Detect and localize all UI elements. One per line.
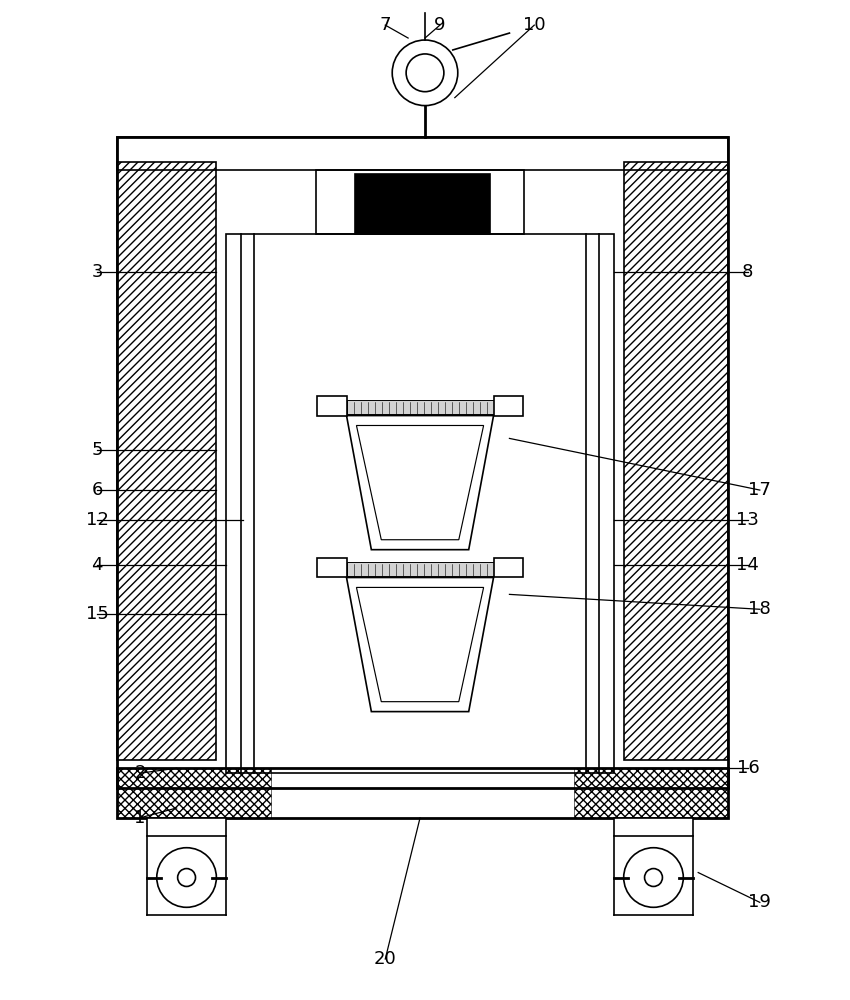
Text: 10: 10	[523, 16, 546, 34]
Bar	[315, 170, 524, 234]
Bar	[117, 768, 271, 818]
Bar	[226, 234, 614, 773]
Bar	[494, 396, 524, 416]
Bar	[117, 162, 217, 760]
Bar	[347, 562, 494, 576]
Text: 8: 8	[742, 263, 754, 281]
Text: 16: 16	[736, 759, 759, 777]
Bar	[494, 558, 524, 577]
Bar	[117, 137, 728, 170]
Text: 13: 13	[736, 511, 759, 529]
Text: 17: 17	[748, 481, 771, 499]
Text: 3: 3	[92, 263, 103, 281]
Text: 20: 20	[374, 950, 397, 968]
Bar	[317, 396, 347, 416]
Text: 5: 5	[92, 441, 103, 459]
Text: 18: 18	[748, 600, 771, 618]
Text: 9: 9	[434, 16, 445, 34]
Bar	[574, 768, 728, 818]
Bar	[355, 174, 490, 234]
Bar	[614, 818, 694, 836]
Text: 1: 1	[134, 809, 145, 827]
Bar	[117, 137, 728, 788]
Text: 19: 19	[748, 893, 771, 911]
Text: 6: 6	[92, 481, 103, 499]
Bar	[147, 818, 226, 836]
Text: 7: 7	[379, 16, 391, 34]
Bar	[624, 162, 728, 760]
Bar	[317, 558, 347, 577]
Text: 15: 15	[86, 605, 109, 623]
Bar	[347, 400, 494, 414]
Text: 12: 12	[86, 511, 109, 529]
Bar	[117, 768, 728, 818]
Text: 4: 4	[92, 556, 103, 574]
Text: 14: 14	[736, 556, 759, 574]
Text: 2: 2	[134, 764, 145, 782]
